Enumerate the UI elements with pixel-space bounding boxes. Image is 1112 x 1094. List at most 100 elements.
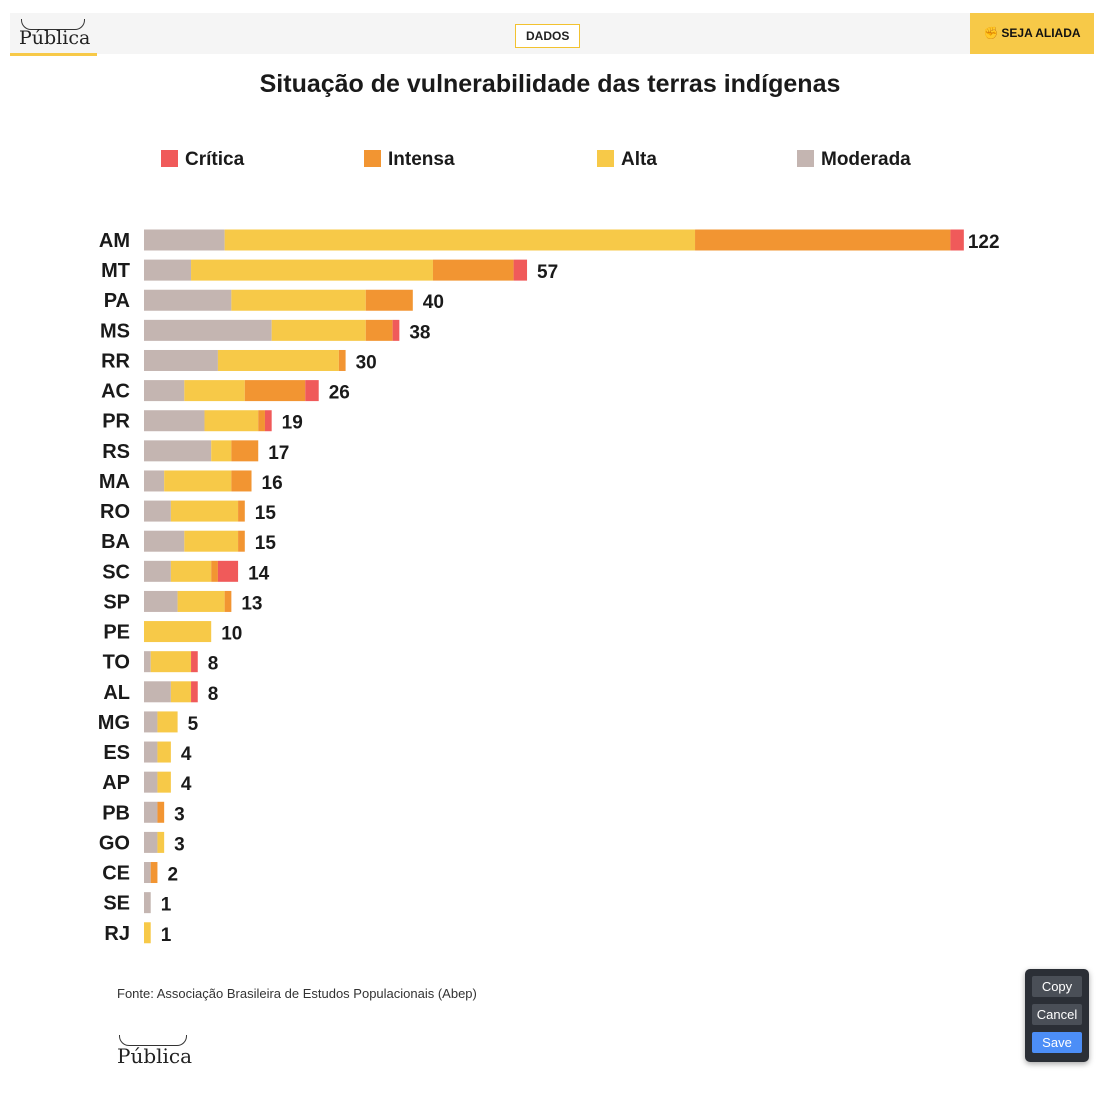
- total-label-ma: 16: [262, 473, 283, 494]
- bar-segment-ms-critica: [392, 319, 400, 341]
- bar-segment-es-moderada: [144, 741, 158, 763]
- category-label-rr: RR: [101, 350, 130, 372]
- save-button[interactable]: Save: [1032, 1032, 1082, 1053]
- edit-panel: Copy Cancel Save: [1025, 969, 1089, 1062]
- chart-title: Situação de vulnerabilidade das terras i…: [259, 70, 841, 98]
- bar-segment-sc-critica: [217, 560, 239, 582]
- footer-logo-text: Pública: [117, 1044, 193, 1068]
- legend-swatch-critica: [161, 150, 178, 167]
- bar-segment-pa-alta: [231, 289, 366, 311]
- bar-segment-sp-intensa: [224, 590, 232, 612]
- bar-segment-mt-critica: [513, 259, 528, 281]
- seja-aliada-label: SEJA ALIADA: [1001, 26, 1081, 40]
- bar-segment-rr-moderada: [144, 349, 218, 371]
- category-label-ac: AC: [101, 381, 130, 403]
- total-label-pb: 3: [174, 804, 185, 825]
- legend-swatch-moderada: [797, 150, 814, 167]
- bar-segment-ac-moderada: [144, 380, 185, 402]
- total-label-pr: 19: [282, 413, 303, 434]
- category-label-pb: PB: [102, 802, 130, 824]
- bar-segment-rs-alta: [211, 440, 232, 462]
- bar-segment-rr-alta: [217, 349, 339, 371]
- copy-button[interactable]: Copy: [1032, 976, 1082, 997]
- raised-fist-icon: ✊: [983, 26, 999, 40]
- publica-logo[interactable]: Pública: [19, 19, 91, 49]
- bar-segment-ro-moderada: [144, 500, 171, 522]
- bar-segment-rj-alta: [144, 922, 151, 944]
- legend-label-moderada: Moderada: [821, 149, 911, 170]
- source-note: Fonte: Associação Brasileira de Estudos …: [117, 986, 477, 1001]
- total-label-ac: 26: [329, 383, 350, 404]
- bar-segment-mt-moderada: [144, 259, 192, 281]
- bar-segment-pr-alta: [204, 410, 259, 432]
- category-label-pr: PR: [102, 411, 130, 433]
- legend-swatch-alta: [597, 150, 614, 167]
- bar-segment-ap-moderada: [144, 771, 158, 793]
- bar-segment-mg-moderada: [144, 711, 158, 733]
- category-label-al: AL: [103, 682, 130, 704]
- category-label-ap: AP: [102, 772, 130, 794]
- total-label-sp: 13: [241, 593, 262, 614]
- bar-segment-ma-alta: [164, 470, 232, 492]
- bar-segment-ba-moderada: [144, 530, 185, 552]
- bar-segment-to-moderada: [144, 651, 151, 673]
- bar-segment-am-critica: [950, 229, 964, 251]
- legend-swatch-intensa: [364, 150, 381, 167]
- bar-segment-sp-moderada: [144, 590, 178, 612]
- bar-segment-am-intensa: [695, 229, 951, 251]
- bar-segment-go-alta: [157, 831, 165, 853]
- bar-segment-ms-moderada: [144, 319, 272, 341]
- total-label-mt: 57: [537, 262, 558, 283]
- bar-segment-pa-intensa: [365, 289, 413, 311]
- legend-item-intensa: Intensa: [364, 150, 455, 170]
- bar-segment-ms-intensa: [365, 319, 393, 341]
- logo-text: Pública: [19, 27, 91, 49]
- bar-segment-sc-intensa: [211, 560, 218, 582]
- dados-nav-button[interactable]: DADOS: [515, 24, 581, 48]
- bar-segment-ro-intensa: [238, 500, 245, 522]
- category-label-ro: RO: [100, 501, 130, 523]
- bar-segment-am-moderada: [144, 229, 225, 251]
- bar-segment-pr-critica: [264, 410, 272, 432]
- bar-segment-sc-moderada: [144, 560, 171, 582]
- total-label-se: 1: [161, 895, 172, 916]
- bar-segment-ba-alta: [184, 530, 239, 552]
- total-label-pe: 10: [221, 624, 242, 645]
- bar-segment-rs-intensa: [231, 440, 259, 462]
- total-label-am: 122: [968, 232, 1000, 253]
- bar-segment-pr-moderada: [144, 410, 205, 432]
- total-label-es: 4: [181, 744, 192, 765]
- seja-aliada-button[interactable]: ✊ SEJA ALIADA: [970, 13, 1094, 54]
- cancel-button[interactable]: Cancel: [1032, 1004, 1082, 1025]
- total-label-al: 8: [208, 684, 219, 705]
- category-label-pa: PA: [104, 290, 130, 312]
- bar-segment-ac-alta: [184, 380, 245, 402]
- category-label-es: ES: [103, 742, 130, 764]
- category-label-rs: RS: [102, 441, 130, 463]
- footer-publica-logo[interactable]: Pública: [117, 1035, 193, 1068]
- bar-segment-go-moderada: [144, 831, 158, 853]
- total-label-ro: 15: [255, 503, 277, 524]
- legend-item-critica: Crítica: [161, 150, 244, 170]
- bar-segment-es-alta: [157, 741, 171, 763]
- bar-segment-ba-intensa: [238, 530, 245, 552]
- category-label-se: SE: [103, 893, 130, 915]
- bar-segment-ma-moderada: [144, 470, 165, 492]
- bar-segment-ac-intensa: [244, 380, 306, 402]
- bar-segment-mt-alta: [191, 259, 433, 281]
- total-label-rs: 17: [268, 443, 289, 464]
- bar-segment-ac-critica: [305, 380, 319, 402]
- bar-segment-al-critica: [191, 681, 198, 703]
- legend-item-moderada: Moderada: [797, 150, 911, 170]
- bar-segment-al-moderada: [144, 681, 171, 703]
- bar-segment-ce-moderada: [144, 862, 151, 884]
- bar-segment-se-moderada: [144, 892, 151, 914]
- total-label-rr: 30: [356, 352, 377, 373]
- category-label-to: TO: [103, 652, 130, 674]
- category-label-sc: SC: [102, 561, 130, 583]
- legend-item-alta: Alta: [597, 150, 657, 170]
- category-label-rj: RJ: [104, 923, 130, 945]
- bar-segment-mt-intensa: [432, 259, 514, 281]
- bar-segment-pr-intensa: [258, 410, 265, 432]
